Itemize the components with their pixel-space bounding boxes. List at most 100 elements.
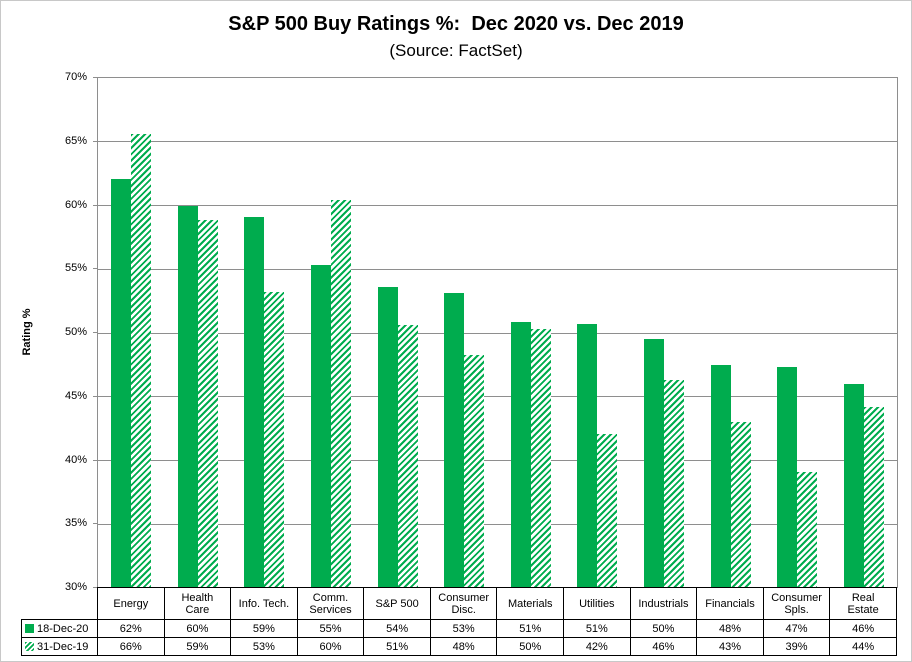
plot-area (97, 77, 898, 588)
y-tick-mark (93, 268, 97, 270)
chart-title: S&P 500 Buy Ratings %: Dec 2020 vs. Dec … (228, 13, 684, 35)
value-18-dec-20-utilities: 51% (563, 619, 631, 638)
value-31-dec-19-info-tech: 53% (230, 637, 298, 656)
value-18-dec-20-energy: 62% (97, 619, 165, 638)
value-31-dec-19-real-estate: 44% (829, 637, 897, 656)
data-table: Energy Health Care Info. Tech. Comm. Servic… (21, 587, 897, 656)
gridline-40 (98, 460, 897, 461)
value-18-dec-20-info-tech: 59% (230, 619, 298, 638)
legend-series-18-dec-20: 18-Dec-20 (21, 619, 98, 638)
y-tick-label-30: 30% (64, 581, 87, 593)
category-header-info-tech: Info. Tech. (230, 587, 298, 620)
y-tick-label-35: 35% (64, 517, 87, 530)
legend-key-hatched-icon (25, 641, 34, 651)
gridline-60 (98, 205, 897, 206)
bar-18-dec-20-s-p-500 (377, 287, 398, 588)
value-31-dec-19-comm-services: 60% (296, 637, 365, 656)
series-name-label: 18-Dec-20 (37, 622, 89, 635)
bar-18-dec-20-info-tech (244, 216, 265, 588)
category-header-financials: Financials (696, 587, 764, 620)
y-tick-mark (93, 332, 97, 333)
category-header-consumer-disc: Consumer Disc. (429, 587, 498, 620)
bar-31-dec-19-comm-services (331, 200, 352, 588)
category-header-materials: Materials (496, 587, 565, 620)
category-header-comm-services: Comm. Services (296, 587, 365, 620)
value-31-dec-19-s-p-500: 51% (363, 637, 431, 656)
bar-18-dec-20-comm-services (311, 265, 332, 588)
y-tick-label-45: 45% (64, 389, 87, 402)
y-tick-label-55: 55% (64, 262, 87, 275)
category-header-health-care: Health Care (163, 587, 232, 620)
bar-31-dec-19-health-care (197, 219, 218, 588)
bar-18-dec-20-utilities (577, 324, 598, 588)
y-axis-title: Rating % (21, 308, 33, 356)
bar-18-dec-20-industrials (643, 339, 664, 588)
bar-31-dec-19-s-p-500 (397, 325, 418, 588)
bar-31-dec-19-consumer-disc (464, 354, 485, 588)
bar-31-dec-19-industrials (663, 380, 684, 588)
value-31-dec-19-consumer-spls: 39% (762, 637, 831, 656)
category-header-s-p-500: S&P 500 (363, 587, 431, 620)
y-tick-mark (93, 77, 97, 78)
gridline-65 (98, 141, 897, 143)
gridline-55 (98, 268, 897, 270)
value-18-dec-20-industrials: 50% (629, 619, 698, 638)
table-row-31-dec-19: 31-Dec-19 66% 59% 53% 60% 51% 48% 50% 42% 46% 43% 3… (21, 637, 897, 656)
bar-18-dec-20-consumer-disc (444, 293, 465, 588)
gridline-35 (98, 523, 897, 525)
category-header-energy: Energy (97, 587, 165, 620)
y-tick-mark (93, 204, 97, 206)
bar-18-dec-20-financials (710, 364, 731, 588)
value-18-dec-20-health-care: 60% (163, 619, 232, 638)
bar-31-dec-19-energy (131, 134, 152, 588)
value-18-dec-20-comm-services: 55% (296, 619, 365, 638)
bar-18-dec-20-consumer-spls (777, 367, 798, 588)
category-header-utilities: Utilities (563, 587, 631, 620)
bar-18-dec-20-energy (111, 178, 132, 588)
y-tick-mark (93, 459, 97, 461)
y-tick-label-60: 60% (64, 198, 87, 211)
chart-subtitle: (Source: FactSet) (389, 41, 523, 60)
y-tick-mark (93, 587, 97, 588)
value-31-dec-19-utilities: 42% (563, 637, 631, 656)
bar-31-dec-19-consumer-spls (797, 471, 818, 588)
value-18-dec-20-s-p-500: 54% (363, 619, 431, 638)
gridline-50 (98, 332, 897, 334)
legend-key-solid-icon (25, 623, 34, 633)
y-tick-label-70: 70% (64, 71, 87, 83)
value-31-dec-19-consumer-disc: 48% (429, 637, 498, 656)
bar-18-dec-20-materials (510, 321, 531, 588)
category-header-industrials: Industrials (629, 587, 698, 620)
y-tick-mark (93, 395, 97, 397)
value-18-dec-20-consumer-spls: 47% (762, 619, 831, 638)
category-header-consumer-spls: Consumer Spls. (762, 587, 831, 620)
value-31-dec-19-energy: 66% (97, 637, 165, 656)
table-row-18-dec-20: 18-Dec-20 62% 60% 59% 55% 54% 53% 51% 51% 50% 48% 4… (21, 619, 897, 638)
y-tick-mark (93, 140, 97, 142)
bar-31-dec-19-real-estate (863, 406, 884, 588)
bar-31-dec-19-materials (530, 329, 551, 588)
value-31-dec-19-materials: 50% (496, 637, 565, 656)
bar-18-dec-20-health-care (177, 205, 198, 588)
value-18-dec-20-real-estate: 46% (829, 619, 897, 638)
y-tick-label-65: 65% (64, 134, 87, 147)
value-31-dec-19-financials: 43% (696, 637, 764, 656)
value-31-dec-19-industrials: 46% (629, 637, 698, 656)
y-tick-label-40: 40% (64, 453, 87, 466)
value-18-dec-20-consumer-disc: 53% (429, 619, 498, 638)
gridline-45 (98, 396, 897, 398)
y-tick-label-50: 50% (64, 326, 87, 338)
y-tick-mark (93, 523, 97, 525)
table-header-row: Energy Health Care Info. Tech. Comm. Servic… (22, 587, 897, 620)
category-header-real-estate: Real Estate (829, 587, 897, 620)
value-18-dec-20-financials: 48% (696, 619, 764, 638)
bar-31-dec-19-financials (730, 422, 751, 588)
bar-31-dec-19-info-tech (264, 292, 285, 588)
bar-18-dec-20-real-estate (843, 384, 864, 588)
value-18-dec-20-materials: 51% (496, 619, 565, 638)
series-name-label: 31-Dec-19 (37, 640, 89, 653)
bar-31-dec-19-utilities (597, 433, 618, 588)
value-31-dec-19-health-care: 59% (163, 637, 232, 656)
legend-series-31-dec-19: 31-Dec-19 (21, 637, 98, 656)
